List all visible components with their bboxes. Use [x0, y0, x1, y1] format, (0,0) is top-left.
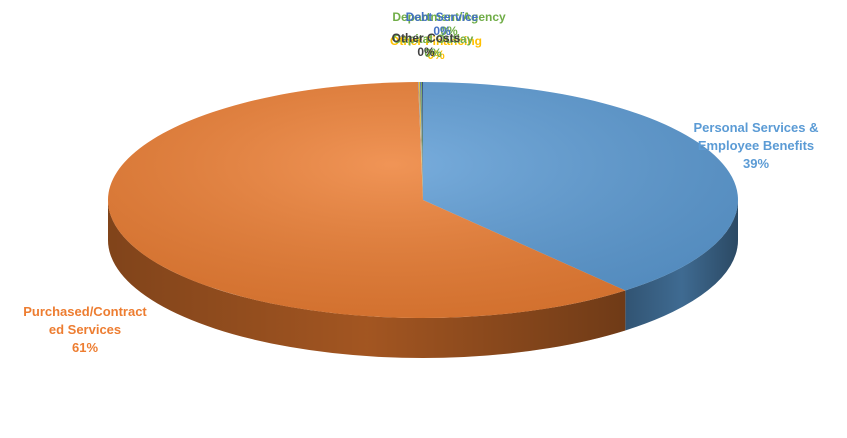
data-label-name: Department/Agency	[392, 10, 506, 24]
data-label-name: Other Financing	[390, 34, 482, 48]
data-label-percent: 0%	[440, 24, 458, 38]
data-label-percent: 0%	[433, 24, 451, 38]
data-label-name: Personal Services &	[693, 120, 818, 135]
data-label-name: Capital Outlay	[393, 32, 474, 46]
data-label-capital-outlay: Capital Outlay 0%	[393, 32, 474, 60]
data-label-department-agency: Department/Agency 0%	[392, 10, 506, 38]
data-label-personal-services-employee-benefits: Personal Services & Employee Benefits 39%	[693, 120, 818, 171]
pie-side-shade-purchased-contracted-services	[108, 200, 626, 358]
data-label-debt-service: Debt Service 0%	[406, 10, 479, 38]
pie-labels: Personal Services & Employee Benefits 39%P…	[23, 10, 818, 355]
data-label-purchased-contracted-services: Purchased/Contract ed Services 61%	[23, 304, 147, 355]
data-label-name: ed Services	[49, 322, 121, 337]
pie-top-shine	[108, 82, 738, 318]
pie-side-shade-personal-services-employee-benefits	[625, 200, 738, 331]
data-label-percent: 0%	[424, 46, 442, 60]
data-label-other-costs: Other Costs 0%	[392, 31, 461, 59]
data-label-percent: 61%	[72, 340, 98, 355]
pie-sides	[108, 200, 738, 358]
data-label-percent: 39%	[743, 156, 769, 171]
data-label-name: Purchased/Contract	[23, 304, 147, 319]
data-label-name: Employee Benefits	[698, 138, 814, 153]
data-label-percent: 0%	[417, 45, 435, 59]
data-label-name: Debt Service	[406, 10, 479, 24]
pie-tops	[107, 82, 738, 318]
data-label-percent: 0%	[427, 48, 445, 62]
data-label-name: Other Costs	[392, 31, 461, 45]
data-label-other-financing: Other Financing 0%	[390, 34, 482, 62]
